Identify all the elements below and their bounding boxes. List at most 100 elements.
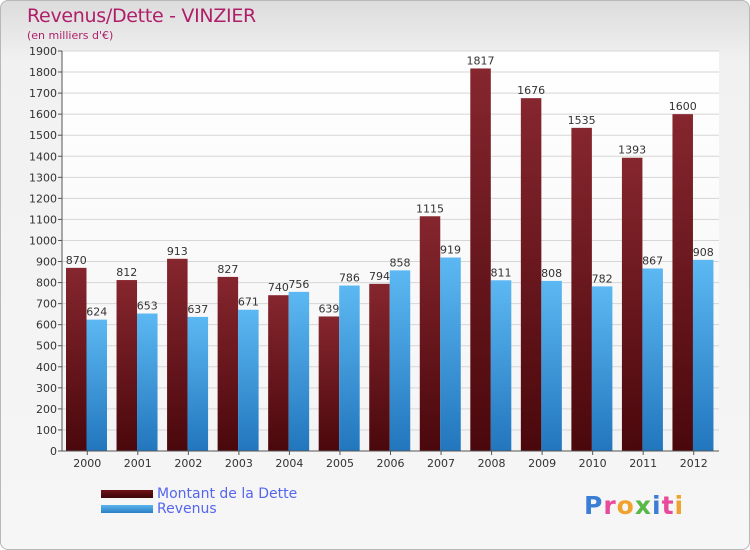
bar-revenue (692, 259, 714, 451)
bar-revenue (137, 313, 158, 451)
logo-letter: t (661, 491, 675, 520)
data-label-debt: 1676 (517, 84, 545, 97)
bar-debt (621, 157, 643, 451)
data-label-revenue: 867 (642, 254, 663, 267)
data-label-debt: 639 (318, 302, 339, 315)
x-tick-label: 2002 (174, 457, 202, 470)
y-tick-label: 1500 (29, 129, 57, 142)
logo-letter: r (603, 491, 617, 520)
data-label-revenue: 782 (592, 272, 613, 285)
data-label-debt: 913 (167, 245, 188, 258)
logo-letter: x (634, 491, 652, 520)
bar-revenue (389, 270, 411, 451)
logo-letter: i (674, 491, 685, 520)
y-tick-label: 0 (50, 445, 57, 458)
bar-debt (268, 295, 289, 451)
logo-letter: P (584, 491, 604, 520)
bar-revenue (642, 268, 663, 451)
y-axis-ticks: 0 100 200 300 400 500 600 700 800 900 1000 1100 1200… (29, 45, 63, 458)
y-tick-label: 1600 (29, 108, 57, 121)
x-tick-label: 2012 (680, 457, 708, 470)
bar-debt (116, 280, 138, 451)
data-label-revenue: 808 (541, 267, 562, 280)
chart-title: Revenus/Dette - VINZIER (27, 5, 256, 27)
logo-letter: o (616, 491, 635, 520)
x-tick-label: 2009 (528, 457, 556, 470)
y-tick-label: 800 (36, 277, 57, 290)
data-label-revenue: 756 (288, 278, 309, 291)
x-tick-label: 2011 (629, 457, 657, 470)
bar-debt (571, 127, 592, 451)
data-label-revenue: 919 (440, 244, 461, 257)
x-tick-label: 2005 (326, 457, 354, 470)
y-tick-label: 500 (36, 340, 57, 353)
x-tick-label: 2007 (427, 457, 455, 470)
x-tick-label: 2006 (377, 457, 405, 470)
legend-swatch-debt (101, 490, 153, 498)
bar-revenue (541, 280, 562, 451)
data-label-debt: 827 (217, 263, 238, 276)
data-label-revenue: 786 (339, 272, 360, 285)
bar-revenue (86, 319, 107, 451)
legend-swatch-revenue (101, 505, 153, 513)
y-tick-label: 1400 (29, 150, 57, 163)
data-label-revenue: 637 (187, 303, 208, 316)
y-tick-label: 1100 (29, 213, 57, 226)
x-tick-label: 2000 (73, 457, 101, 470)
y-tick-label: 600 (36, 319, 57, 332)
bar-debt (318, 316, 340, 451)
data-label-debt: 794 (369, 270, 390, 283)
x-tick-label: 2008 (478, 457, 506, 470)
bar-revenue (339, 285, 360, 451)
legend-label-revenue: Revenus (157, 501, 217, 517)
data-label-debt: 1115 (416, 202, 444, 215)
y-tick-label: 1900 (29, 45, 57, 58)
data-label-revenue: 624 (86, 306, 107, 319)
data-label-debt: 1535 (568, 114, 596, 127)
bar-debt (167, 258, 188, 451)
data-label-debt: 870 (66, 254, 87, 267)
data-label-debt: 812 (116, 266, 137, 279)
y-tick-label: 1200 (29, 192, 57, 205)
y-tick-label: 700 (36, 298, 57, 311)
y-tick-label: 900 (36, 256, 57, 269)
y-tick-label: 1700 (29, 87, 57, 100)
bar-debt (672, 114, 693, 451)
bar-revenue (591, 286, 613, 451)
y-tick-label: 200 (36, 403, 57, 416)
y-tick-label: 300 (36, 382, 57, 395)
x-tick-label: 2004 (275, 457, 303, 470)
bar-debt (217, 276, 239, 451)
bar-debt (419, 216, 441, 451)
data-label-revenue: 811 (491, 266, 512, 279)
x-tick-label: 2001 (124, 457, 152, 470)
data-label-debt: 1817 (467, 54, 495, 67)
logo-letter: i (652, 491, 662, 520)
data-label-debt: 740 (268, 281, 289, 294)
proxiti-logo: Proxiti (584, 491, 684, 520)
data-label-revenue: 653 (137, 300, 158, 313)
bar-debt (520, 98, 542, 451)
bar-revenue (238, 309, 259, 451)
y-tick-label: 100 (36, 424, 57, 437)
data-label-revenue: 858 (389, 256, 410, 269)
data-label-revenue: 671 (238, 296, 259, 309)
bar-debt (369, 283, 390, 451)
data-label-debt: 1600 (669, 100, 697, 113)
y-tick-label: 1800 (29, 66, 57, 79)
bar-revenue (440, 257, 461, 451)
y-tick-label: 1000 (29, 234, 57, 247)
legend-label-debt: Montant de la Dette (157, 486, 298, 502)
data-label-revenue: 908 (693, 246, 714, 259)
bar-debt (470, 68, 491, 451)
x-tick-label: 2010 (579, 457, 607, 470)
y-tick-label: 1300 (29, 171, 57, 184)
x-axis-ticks: 2000 2001 2002 2003 2004 2005 2006 2007 2008 2009… (62, 450, 719, 470)
data-label-debt: 1393 (618, 144, 646, 157)
chart-subtitle: (en milliers d'€) (27, 29, 114, 42)
bar-debt (66, 267, 87, 451)
bar-revenue (490, 280, 512, 451)
